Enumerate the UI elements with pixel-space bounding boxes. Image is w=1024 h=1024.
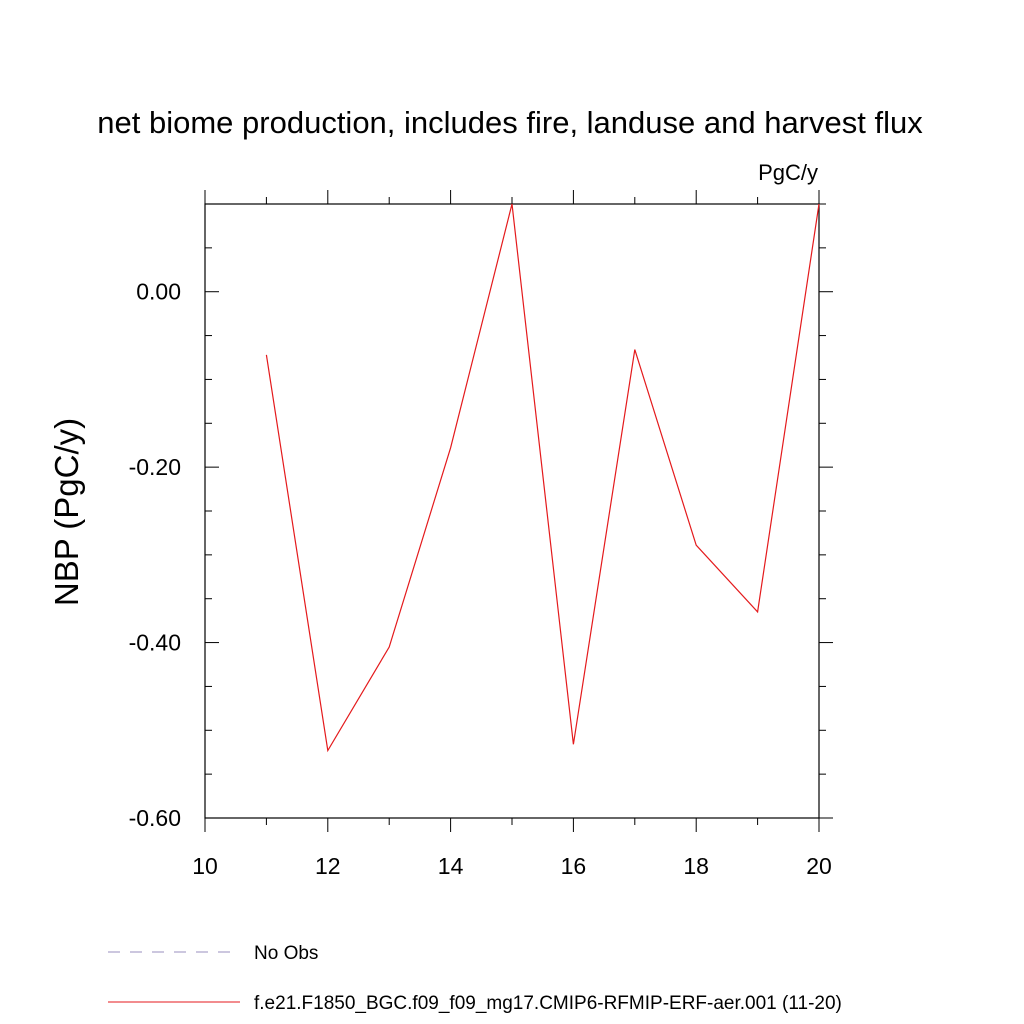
- y-tick-label: -0.20: [129, 454, 181, 480]
- plot-frame: [204, 203, 820, 819]
- series-line: [265, 203, 820, 753]
- y-axis-label: NBP (PgC/y): [48, 418, 85, 606]
- x-tick-label: 18: [683, 853, 709, 879]
- x-tick-label: 10: [192, 853, 218, 879]
- x-tick-label: 16: [561, 853, 587, 879]
- units-label: PgC/y: [758, 160, 818, 185]
- y-tick-label: -0.60: [129, 805, 181, 831]
- legend-label: f.e21.F1850_BGC.f09_f09_mg17.CMIP6-RFMIP…: [254, 993, 842, 1014]
- ticks-layer: 10 12 14 16 18 20 0.00 -0.20 -0.40 -0.60: [129, 190, 833, 879]
- x-tick-label: 12: [315, 853, 341, 879]
- series-layer: [265, 203, 820, 753]
- legend: No Obs f.e21.F1850_BGC.f09_f09_mg17.CMIP6…: [108, 943, 842, 1014]
- y-tick-label: -0.40: [129, 630, 181, 656]
- x-tick-label: 14: [438, 853, 464, 879]
- x-tick-label: 20: [806, 853, 832, 879]
- legend-label: No Obs: [254, 943, 318, 964]
- chart-title: net biome production, includes fire, lan…: [97, 105, 923, 140]
- y-tick-label: 0.00: [136, 279, 181, 305]
